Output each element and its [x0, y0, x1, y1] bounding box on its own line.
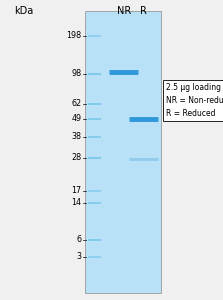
- Text: 6: 6: [76, 236, 81, 244]
- Text: 28: 28: [71, 153, 81, 162]
- Text: 98: 98: [71, 69, 81, 78]
- Text: 2.5 μg loading
NR = Non-reduced
R = Reduced: 2.5 μg loading NR = Non-reduced R = Redu…: [166, 82, 223, 118]
- Text: 14: 14: [71, 198, 81, 207]
- Text: NR: NR: [117, 6, 131, 16]
- Text: R: R: [140, 6, 147, 16]
- Text: 17: 17: [71, 186, 81, 195]
- Bar: [85, 11, 161, 292]
- Text: 49: 49: [71, 114, 81, 123]
- Text: 3: 3: [76, 252, 81, 261]
- Text: kDa: kDa: [14, 6, 34, 16]
- Text: 62: 62: [71, 99, 81, 108]
- Text: 198: 198: [66, 32, 81, 40]
- Text: 38: 38: [71, 132, 81, 141]
